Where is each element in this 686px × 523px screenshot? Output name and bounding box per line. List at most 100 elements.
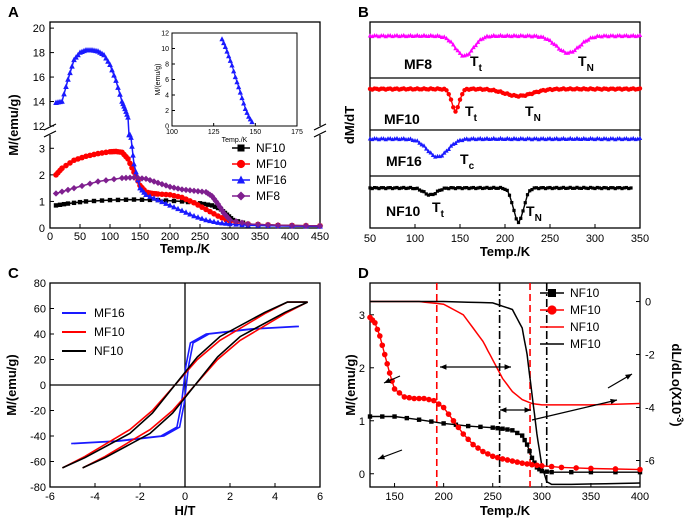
magnetization-point-mf10 bbox=[372, 319, 378, 326]
magnetization-point-mf10 bbox=[435, 401, 442, 407]
magnetization-point-nf10 bbox=[515, 430, 520, 436]
hysteresis-loop-mf16 bbox=[71, 325, 299, 445]
data-point-mf16 bbox=[219, 219, 225, 226]
y-tick-label: 80 bbox=[34, 278, 46, 290]
inset-y-tick-label: 10 bbox=[161, 46, 169, 53]
right-label-main: dL/dLo(X10 bbox=[669, 343, 684, 414]
dmdt-point-mf8 bbox=[475, 39, 481, 44]
data-point-mf16 bbox=[211, 218, 217, 224]
data-point-nf10 bbox=[107, 197, 113, 203]
magnetization-point-mf10 bbox=[494, 454, 501, 461]
data-point-nf10 bbox=[57, 202, 63, 207]
transition-T: T bbox=[460, 151, 469, 167]
dmdt-point-mf8 bbox=[446, 38, 451, 43]
magnetization-point-mf10 bbox=[384, 361, 390, 367]
legend-label: NF10 bbox=[570, 286, 600, 300]
dmdt-point-nf10 bbox=[384, 186, 388, 191]
data-point-mf16 bbox=[191, 212, 197, 219]
data-point-mf16 bbox=[107, 61, 113, 68]
panel-c: C-6 -4 -2 0 2 4 6-80-60-40-20020406080H/TM/(em… bbox=[4, 265, 323, 518]
magnetization-point-mf10 bbox=[374, 326, 381, 333]
data-point-nf10 bbox=[179, 199, 185, 204]
curve-label-mf10: MF10 bbox=[384, 111, 420, 127]
data-point-mf16 bbox=[147, 193, 153, 199]
x-axis-label: Temp./K bbox=[480, 244, 531, 259]
data-point-nf10 bbox=[131, 197, 137, 202]
inset-y-tick-label: 4 bbox=[165, 93, 169, 100]
axis-break-mark bbox=[43, 123, 57, 131]
data-point-mf8 bbox=[264, 221, 272, 229]
dmdt-point-mf8 bbox=[637, 32, 643, 38]
x-tick-label: 150 bbox=[131, 231, 149, 243]
dmdt-point-nf10 bbox=[453, 186, 458, 191]
dmdt-point-nf10 bbox=[521, 209, 525, 213]
data-point-mf16 bbox=[151, 195, 157, 201]
magnetization-point-nf10 bbox=[524, 442, 530, 447]
x-tick-label: 100 bbox=[101, 231, 119, 243]
data-point-mf16 bbox=[109, 66, 115, 73]
magnetization-point-nf10 bbox=[522, 437, 527, 443]
magnetization-point-nf10 bbox=[613, 469, 618, 475]
magnetization-point-nf10 bbox=[490, 425, 495, 430]
x-tick-label: -6 bbox=[45, 491, 55, 503]
dmdt-point-nf10 bbox=[534, 186, 539, 190]
dmdt-point-mf10 bbox=[453, 109, 458, 114]
transition-T: T bbox=[465, 103, 474, 119]
dmdt-point-mf16 bbox=[478, 135, 483, 141]
dmdt-point-nf10 bbox=[550, 186, 554, 191]
dmdt-point-mf16 bbox=[624, 135, 629, 141]
data-point-mf16 bbox=[111, 72, 117, 78]
data-point-mf8 bbox=[118, 174, 126, 182]
dmdt-point-nf10 bbox=[516, 220, 521, 225]
transition-subscript: N bbox=[535, 213, 542, 224]
data-point-mf8 bbox=[182, 186, 190, 194]
y-tick-label: -80 bbox=[30, 482, 46, 494]
x-tick-label: 450 bbox=[311, 231, 329, 243]
data-point-mf16 bbox=[101, 51, 107, 58]
transition-subscript: t bbox=[479, 63, 483, 74]
magnetization-point-mf10 bbox=[539, 463, 545, 469]
magnetization-point-mf10 bbox=[411, 395, 417, 402]
dmdt-point-nf10 bbox=[498, 185, 503, 190]
dmdt-point-nf10 bbox=[370, 186, 374, 191]
x-tick-label: 250 bbox=[191, 231, 209, 243]
data-point-mf10 bbox=[163, 191, 169, 198]
inset-x-tick-label: 100 bbox=[166, 129, 178, 136]
x-tick-label: 300 bbox=[221, 231, 239, 243]
x-tick-label: 300 bbox=[586, 233, 604, 245]
dmdt-point-mf10 bbox=[460, 92, 465, 97]
curve-label-mf16: MF16 bbox=[386, 153, 422, 169]
legend-marker bbox=[236, 191, 246, 201]
dmdt-point-mf8 bbox=[408, 32, 413, 38]
dmdt-point-mf16 bbox=[426, 148, 431, 154]
data-point-mf10 bbox=[63, 162, 69, 169]
magnetization-point-nf10 bbox=[505, 427, 510, 432]
data-point-mf8 bbox=[186, 187, 194, 194]
y-axis-label-right: dL/dLo(X10-3) bbox=[669, 343, 685, 426]
dmdt-point-nf10 bbox=[505, 188, 509, 192]
x-tick-label: 400 bbox=[281, 231, 299, 243]
magnetization-point-mf10 bbox=[465, 436, 471, 443]
x-tick-label: 250 bbox=[541, 233, 559, 245]
y-tick-label-right: -2 bbox=[645, 350, 655, 362]
inset-data-point bbox=[239, 95, 245, 101]
dmdt-point-mf16 bbox=[428, 150, 433, 155]
dmdt-point-mf8 bbox=[534, 33, 539, 38]
data-point-mf8 bbox=[254, 221, 262, 228]
dmdt-point-mf8 bbox=[565, 50, 571, 55]
y-tick-label: 14 bbox=[33, 97, 45, 109]
inset-y-tick-label: 6 bbox=[165, 77, 169, 84]
dmdt-point-nf10 bbox=[476, 186, 480, 190]
arrow-head bbox=[500, 407, 507, 413]
panel-a-frame bbox=[49, 21, 321, 229]
data-point-mf8 bbox=[210, 195, 218, 202]
data-point-mf8 bbox=[58, 188, 66, 195]
inset-frame bbox=[171, 32, 298, 127]
y-tick-label: 20 bbox=[34, 355, 46, 367]
data-point-nf10 bbox=[65, 201, 71, 206]
data-point-mf8 bbox=[302, 222, 310, 229]
dmdt-point-mf10 bbox=[637, 86, 643, 91]
dmdt-point-nf10 bbox=[478, 185, 482, 190]
